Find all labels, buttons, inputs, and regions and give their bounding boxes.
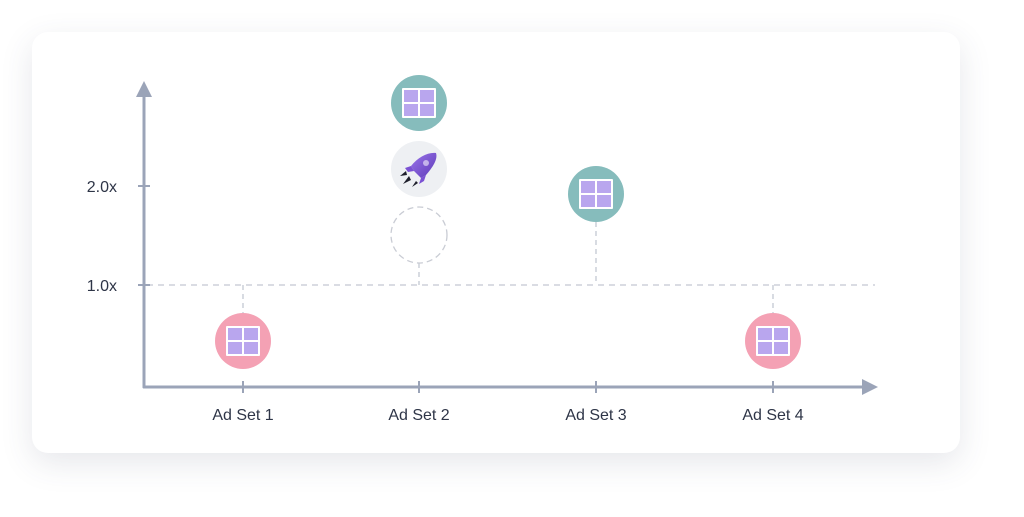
rocket-icon bbox=[400, 152, 437, 187]
x-axis-arrow bbox=[862, 379, 878, 395]
grid-icon bbox=[226, 326, 260, 356]
grid-icon bbox=[402, 88, 436, 118]
diagram-card bbox=[32, 32, 960, 453]
marker-ad-set-2-rocket bbox=[391, 141, 447, 197]
grid-icon bbox=[756, 326, 790, 356]
marker-ad-set-1 bbox=[215, 313, 271, 369]
category-label-ad-set-4: Ad Set 4 bbox=[742, 407, 803, 424]
marker-ad-set-4 bbox=[745, 313, 801, 369]
marker-ad-set-2-placeholder bbox=[390, 206, 448, 264]
category-label-ad-set-3: Ad Set 3 bbox=[565, 407, 626, 424]
y-axis-arrow bbox=[136, 81, 152, 97]
grid-icon bbox=[579, 179, 613, 209]
category-label-ad-set-2: Ad Set 2 bbox=[388, 407, 449, 424]
y-tick-label-1x: 1.0x bbox=[87, 278, 117, 295]
marker-ad-set-2-top bbox=[391, 75, 447, 131]
category-label-ad-set-1: Ad Set 1 bbox=[212, 407, 273, 424]
y-tick-label-2x: 2.0x bbox=[87, 179, 117, 196]
marker-ad-set-3 bbox=[568, 166, 624, 222]
